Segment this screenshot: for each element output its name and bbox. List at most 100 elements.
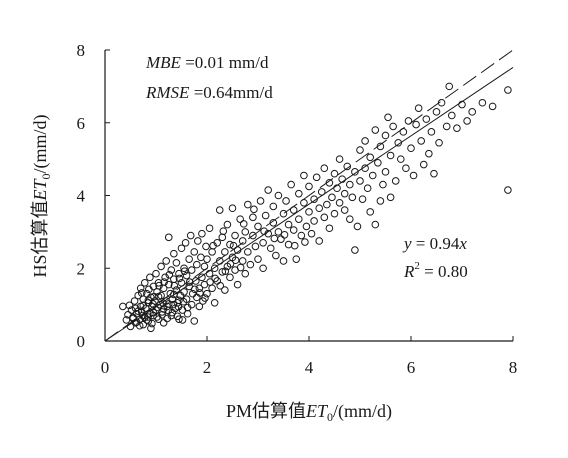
data-point [412,120,420,129]
data-point [215,206,224,214]
data-point [229,241,238,250]
data-point [206,278,214,286]
data-point [152,269,160,278]
data-point [504,86,512,94]
data-point [250,205,258,214]
data-point [264,229,273,238]
data-point [328,193,336,202]
data-point [209,241,217,250]
data-point [162,257,170,265]
data-point [297,231,306,240]
data-point [270,234,279,243]
data-point [249,213,257,222]
regression-equation: y = 0.94x [402,234,467,253]
data-point [376,142,385,151]
data-point [205,224,214,233]
data-point [256,197,265,205]
data-point [325,224,334,233]
y-ticks: 0 2 4 6 8 [77,41,110,351]
data-point [325,178,334,187]
data-point [463,117,471,125]
data-point [376,197,385,205]
data-point [159,299,167,307]
data-point [198,229,206,238]
data-point [315,204,324,213]
data-point [277,235,285,243]
data-point [348,193,357,202]
data-point [218,233,227,242]
data-point [119,302,127,311]
data-point [330,169,339,178]
data-point [399,128,408,136]
data-point [193,260,201,269]
data-point [164,306,173,315]
data-point [244,248,252,256]
data-point [185,278,194,286]
data-point [300,198,308,207]
data-point [233,246,242,254]
x-tick-label: 0 [101,358,110,377]
rmse-annotation: RMSE =0.64mm/d [145,83,273,102]
data-point [305,182,313,191]
data-point [239,220,248,228]
data-point [282,197,290,205]
data-point [366,208,375,216]
data-point [302,222,311,231]
data-point [221,267,230,275]
data-point [417,137,426,145]
y-tick-label: 2 [77,259,86,278]
data-point [274,191,283,200]
data-point [145,285,153,294]
data-point [432,108,441,116]
data-point [356,146,364,154]
data-point [130,297,139,305]
data-point [371,126,380,134]
data-point [164,280,173,289]
data-point [307,229,316,238]
data-point [195,302,204,311]
data-point [170,249,178,258]
data-point [221,286,229,294]
x-tick-label: 4 [305,358,314,377]
data-point [203,289,211,298]
data-point [312,173,321,182]
data-point [340,206,349,214]
y-tick-label: 8 [77,41,86,60]
data-point [404,117,413,125]
x-tick-label: 8 [509,358,518,377]
data-point [208,248,216,256]
data-point [236,215,244,223]
data-point [351,168,359,176]
data-point [246,260,255,269]
data-point [356,177,364,185]
data-point [169,300,178,309]
data-point [361,137,369,145]
data-point [166,289,175,298]
data-point [175,274,184,283]
data-point [320,213,329,222]
data-point [295,215,303,223]
data-point [150,292,158,301]
data-point [238,237,247,245]
data-point [153,313,161,321]
data-point [280,230,289,239]
data-point [468,108,477,116]
data-point [231,231,239,240]
data-point [186,231,195,240]
data-point [335,155,344,163]
data-point [315,237,324,245]
data-point [488,102,497,111]
data-point [430,169,438,178]
x-axis-label: PM估算值ET0/(mm/d) [226,401,392,424]
data-point [371,220,380,229]
data-point [164,233,173,242]
y-tick-label: 0 [77,332,86,351]
data-point [323,200,331,209]
x-tick-label: 6 [407,358,416,377]
data-point [178,316,187,324]
data-point [183,303,192,312]
data-point [442,122,451,131]
data-point [374,158,382,167]
data-point [453,124,461,133]
data-point [264,186,273,194]
